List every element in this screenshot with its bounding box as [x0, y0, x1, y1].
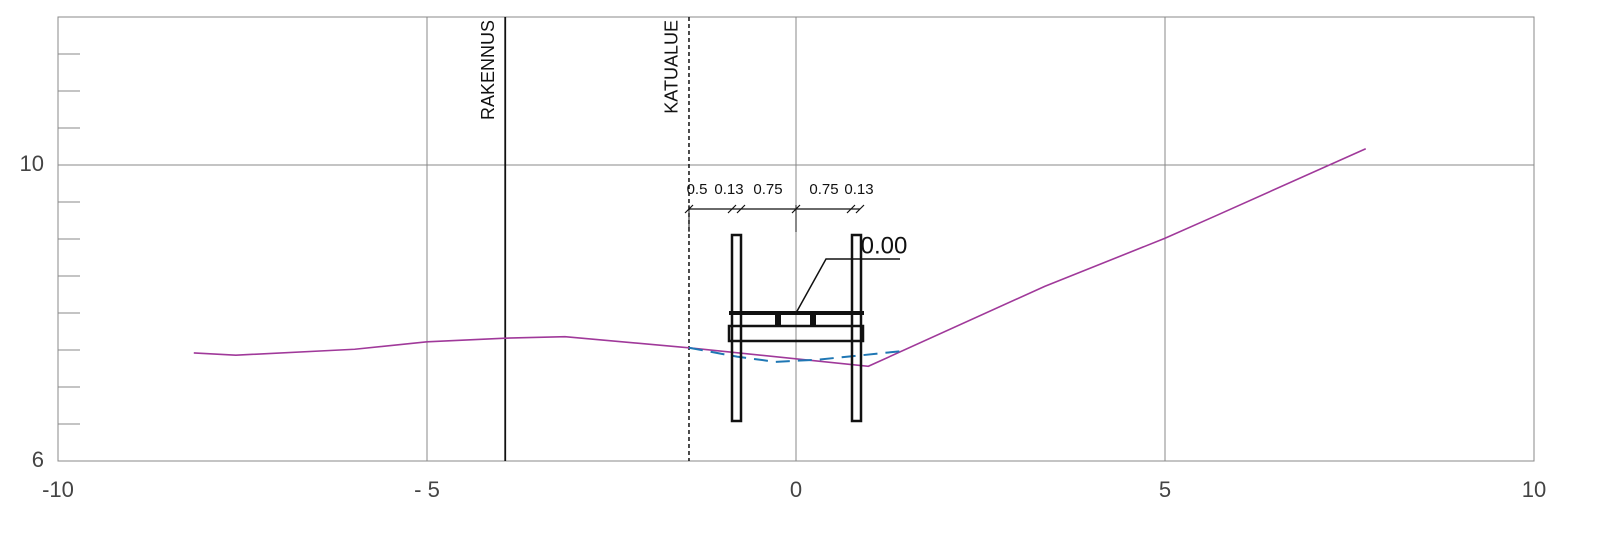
x-tick-label: 0: [790, 477, 802, 502]
x-tick-label: 5: [1159, 477, 1171, 502]
dimension-label: 0.5: [687, 181, 708, 198]
reference-label: KATUALUE: [662, 20, 682, 114]
dimension-label: 0.75: [753, 181, 782, 198]
y-tick-label: 10: [20, 151, 44, 176]
series-line: [688, 346, 906, 363]
dimension-label: 0.13: [844, 181, 873, 198]
reference-label: RAKENNUS: [478, 20, 498, 120]
dimension-label: 0.13: [714, 181, 743, 198]
series-line: [193, 147, 1367, 368]
x-tick-label: - 5: [414, 477, 440, 502]
structure: [684, 204, 900, 423]
x-tick-label: 10: [1522, 477, 1546, 502]
level-label: 0.00: [861, 232, 908, 259]
plot: -10 - 5 0 5 10 6 10 RAKENNUS KATUALUE: [20, 16, 1546, 502]
y-tick-label: 6: [32, 447, 44, 472]
x-tick-label: -10: [42, 477, 74, 502]
dimension-label: 0.75: [809, 181, 838, 198]
